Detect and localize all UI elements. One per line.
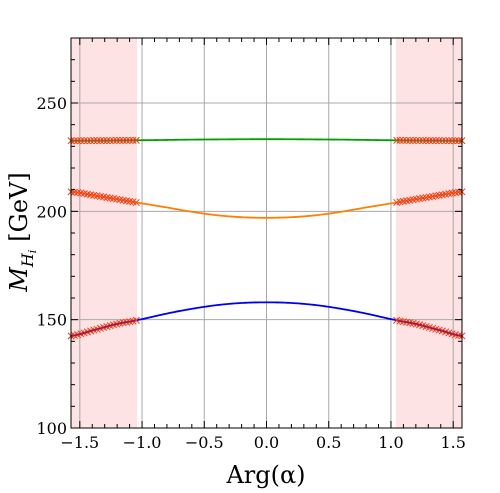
series-2-marker-7	[90, 137, 98, 145]
excluded-region-1	[395, 38, 462, 428]
y-axis-label-unit: [GeV]	[5, 172, 33, 241]
series-2-marker-19	[129, 136, 137, 144]
series-2-marker-17	[122, 136, 131, 144]
marker-layer	[67, 136, 466, 340]
excluded-region-0	[71, 38, 138, 428]
series-2-marker-12	[106, 136, 114, 145]
series-2-marker-1	[70, 137, 78, 145]
series-2-marker-34	[435, 137, 443, 145]
series-2-marker-13	[109, 136, 117, 145]
y-axis-label-sub: H	[18, 252, 37, 268]
series-2-marker-5	[83, 137, 91, 145]
y-tick-label-2: 200	[36, 202, 67, 221]
y-axis-label-subsub: i	[26, 250, 39, 254]
x-axis-label: Arg(α)	[225, 461, 305, 489]
series-2-marker-31	[425, 136, 433, 145]
series-2-marker-35	[438, 137, 446, 145]
x-tick-label-2: −0.5	[185, 433, 224, 452]
x-tick-label-5: 1.0	[378, 433, 403, 452]
y-tick-label-1: 150	[36, 311, 67, 330]
series-2-marker-36	[442, 137, 450, 145]
y-tick-label-3: 250	[36, 94, 67, 113]
x-tick-label-4: 0.5	[316, 433, 341, 452]
x-tick-label-1: −1.0	[123, 433, 162, 452]
series-2-marker-32	[429, 137, 437, 145]
series-2-marker-39	[451, 137, 459, 145]
series-2-marker-16	[119, 136, 127, 144]
series-2-marker-26	[409, 136, 417, 145]
x-tick-label-6: 1.5	[440, 433, 465, 452]
series-2-marker-3	[77, 137, 85, 145]
ticks: −1.5 −1.0 −0.5 0.0 0.5 1.0 1.5 100 150 200 250	[36, 37, 466, 452]
series-2-marker-8	[93, 137, 101, 145]
series-2-marker-25	[406, 136, 414, 144]
series-2-marker-6	[87, 137, 95, 145]
series-2-marker-29	[419, 136, 427, 145]
y-axis-label: MHi [GeV]	[5, 172, 39, 293]
series-0-marker-20	[132, 316, 140, 324]
series-2-marker-23	[399, 136, 407, 144]
series-0-overlap-left	[70, 319, 136, 337]
series-2-marker-40	[455, 137, 463, 145]
series-2-marker-9	[96, 137, 104, 145]
x-tick-label-0: −1.5	[60, 433, 99, 452]
series-2-marker-38	[448, 137, 456, 145]
series-2-marker-11	[103, 136, 111, 145]
series-2-marker-33	[432, 137, 440, 145]
series-1-marker-20	[132, 198, 140, 207]
series-2-marker-4	[80, 137, 88, 145]
series-2-marker-2	[74, 137, 82, 145]
y-tick-label-0: 100	[36, 419, 67, 438]
series-2-marker-30	[422, 136, 430, 145]
y-axis-label-main: M	[5, 266, 33, 293]
series-2-marker-22	[396, 136, 404, 144]
x-tick-label-3: 0.0	[254, 433, 279, 452]
series-2-marker-24	[402, 136, 411, 144]
series-2-marker-10	[100, 136, 108, 145]
series-2-marker-18	[126, 136, 134, 144]
series-2-marker-21	[393, 136, 401, 144]
series-2-marker-20	[132, 136, 140, 144]
series-2-marker-27	[412, 136, 420, 145]
series-2-marker-28	[416, 136, 424, 145]
series-2-marker-15	[116, 136, 124, 145]
series-0-overlap-right	[397, 319, 463, 337]
series-2-marker-14	[113, 136, 121, 145]
series-2-marker-37	[445, 137, 453, 145]
